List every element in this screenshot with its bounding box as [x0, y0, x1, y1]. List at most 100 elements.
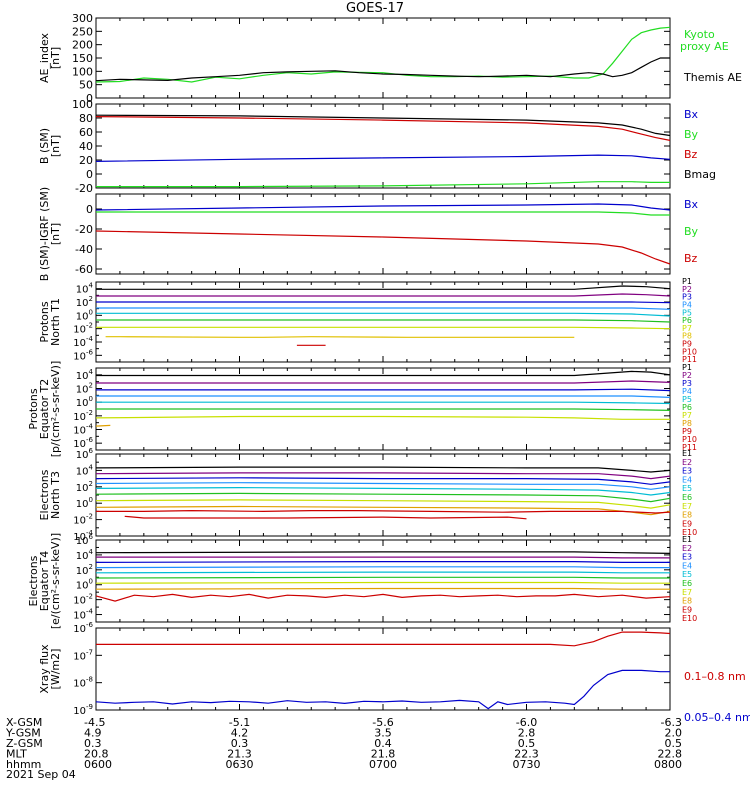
y-tick-label: 104 [76, 282, 94, 296]
legend-p11: P11 [682, 355, 697, 364]
footer-value: 22.3 [514, 748, 539, 761]
y-tick-label: 100 [76, 308, 93, 322]
footer-value: 4.2 [231, 727, 249, 740]
footer-label-hhmm: hhmm [6, 758, 41, 771]
y-tick-label: 106 [76, 447, 94, 461]
legend-p9: P9 [682, 427, 692, 436]
series-line-0-05-0-4-nm [95, 669, 670, 710]
legend-e6: E6 [682, 579, 692, 588]
legend-p10: P10 [682, 435, 697, 444]
y-tick-label: 10-4 [73, 608, 93, 622]
series-line-p3 [96, 388, 671, 392]
y-tick-label: 250 [72, 25, 93, 38]
y-tick-label: 102 [76, 563, 93, 577]
footer-value: 4.9 [84, 727, 102, 740]
legend-p8: P8 [682, 332, 692, 341]
y-axis-label: [e/(cm²-s-sr-keV)] [49, 533, 62, 629]
y-tick-label: 20 [79, 154, 93, 167]
series-line-p1 [96, 370, 671, 377]
y-axis-label: Protons [38, 301, 51, 342]
legend-e8: E8 [682, 597, 692, 606]
legend-e9: E9 [682, 605, 692, 614]
footer-value: 0.4 [374, 737, 392, 750]
y-axis-label: Electrons [38, 469, 51, 520]
series-line-p2 [96, 380, 671, 384]
footer-value: 22.8 [658, 748, 683, 761]
series-line-e8 [95, 505, 671, 516]
y-axis-label: B (SM) [38, 128, 51, 164]
legend-xray-short: 0.05–0.4 nm [684, 711, 750, 724]
series-line-by [96, 211, 670, 216]
legend-b-bz: Bz [684, 148, 698, 161]
y-tick-label: 102 [76, 480, 93, 494]
y-tick-label: 104 [76, 368, 94, 382]
y-tick-label: 200 [72, 39, 93, 52]
y-tick-label: 102 [76, 295, 93, 309]
series-line-0-1-0-8-nm [96, 631, 671, 647]
legend-e2: E2 [682, 544, 692, 553]
legend-p2: P2 [682, 371, 692, 380]
legend-p6: P6 [682, 316, 692, 325]
series-line-themis-ae [95, 57, 670, 82]
legend-e10: E10 [682, 614, 697, 623]
footer-label-x-gsm: X-GSM [6, 716, 42, 729]
y-tick-label: 100 [76, 496, 93, 510]
y-tick-label: 300 [72, 12, 93, 25]
panel-frame [95, 453, 671, 537]
series-line-p1 [96, 285, 671, 290]
footer-value: -5.1 [229, 716, 250, 729]
series-line-e1 [95, 466, 671, 473]
series-line-p5 [96, 401, 671, 405]
y-axis-label: B (SM)-IGRF (SM) [38, 187, 51, 281]
series-line-p4 [96, 395, 671, 398]
legend-db-bx: Bx [684, 198, 699, 211]
series-line-e6 [95, 576, 670, 579]
footer-value: 2.0 [665, 727, 683, 740]
panel-frame [95, 627, 671, 711]
legend-p1: P1 [682, 363, 692, 372]
series-line-e4 [95, 566, 670, 569]
series-line-e7 [95, 499, 671, 509]
y-tick-label: 10-2 [73, 322, 93, 336]
y-tick-label: 100 [72, 98, 93, 111]
y-axis-label: North T3 [49, 471, 62, 519]
y-tick-label: 150 [72, 52, 93, 65]
y-tick-label: 10-7 [73, 648, 93, 662]
y-axis-label: Equator T4 [38, 551, 51, 611]
series-line-e3 [95, 560, 670, 564]
legend-p1: P1 [682, 277, 692, 286]
y-tick-label: 102 [76, 382, 93, 396]
y-tick-label: 10-2 [73, 513, 93, 527]
legend-themis-ae: Themis AE [683, 71, 742, 84]
legend-e1: E1 [682, 535, 692, 544]
y-axis-label: [nT] [49, 223, 62, 245]
footer-value: 0700 [369, 758, 397, 771]
y-tick-label: 0 [86, 203, 93, 216]
y-tick-label: 40 [79, 140, 93, 153]
y-tick-label: 10-6 [73, 348, 93, 362]
y-axis-label: [nT] [49, 135, 62, 157]
series-line-e2 [96, 556, 670, 559]
series-line-by [96, 181, 670, 188]
legend-p3: P3 [682, 293, 692, 302]
series-line-p5 [96, 312, 671, 317]
legend-b-by: By [684, 128, 699, 141]
y-tick-label: -20 [75, 223, 93, 236]
footer-value: 3.5 [374, 727, 392, 740]
series-line-p6 [96, 408, 671, 411]
panel-frame [95, 17, 671, 99]
legend-e7: E7 [682, 588, 692, 597]
y-tick-label: 80 [79, 112, 93, 125]
y-axis-label: AE_index [38, 32, 51, 83]
legend-e4: E4 [682, 561, 692, 570]
series-line-e2 [95, 472, 671, 480]
legend-proxy-ae: proxy AE [680, 40, 729, 53]
y-tick-label: -40 [75, 243, 93, 256]
legend-e3: E3 [682, 553, 692, 562]
legend-p10: P10 [682, 347, 697, 356]
y-tick-label: 106 [76, 533, 94, 547]
series-line-e10 [124, 515, 527, 520]
legend-p4: P4 [682, 387, 692, 396]
